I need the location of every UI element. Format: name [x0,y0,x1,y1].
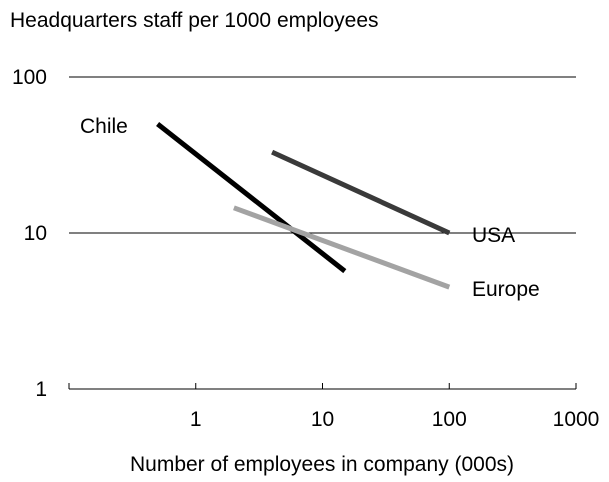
y-tick-label-10: 10 [24,222,47,245]
chart-title: Headquarters staff per 1000 employees [10,9,379,32]
gridlines [69,76,576,234]
series-lines [156,122,451,290]
y-tick-label-1: 1 [35,378,47,401]
x-axis [68,383,577,390]
x-tick-label-100: 100 [432,408,467,431]
x-tick-label-1000: 1000 [553,408,600,431]
series-line-usa [271,149,451,236]
series-label-usa: USA [472,224,515,247]
series-label-europe: Europe [472,278,540,301]
y-tick-label-100: 100 [12,66,47,89]
series-line-chile [156,122,347,274]
y-axis-ticks: 1 10 100 [12,66,47,401]
x-tick-label-1: 1 [190,408,202,431]
series-line-europe [233,205,451,290]
series-label-chile: Chile [80,115,128,138]
series-labels: Chile USA Europe [80,115,540,301]
x-tick-label-10: 10 [311,408,334,431]
x-axis-ticks: 1 10 100 1000 [190,408,599,431]
x-axis-label: Number of employees in company (000s) [130,453,514,476]
